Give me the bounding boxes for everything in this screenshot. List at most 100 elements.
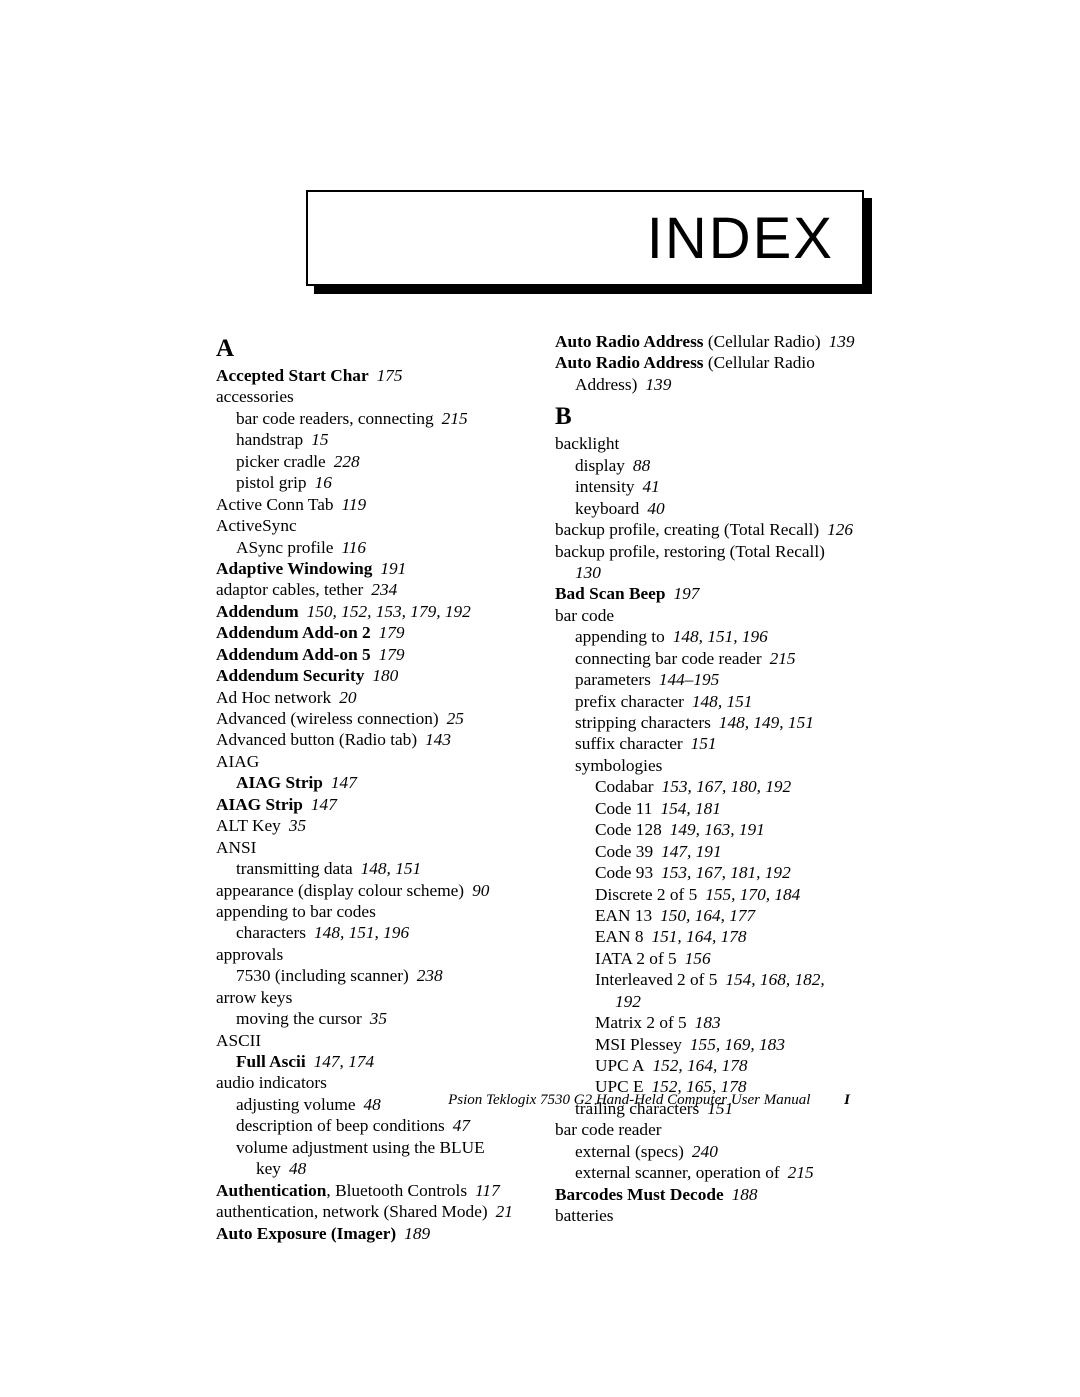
- index-term: Code 39: [595, 842, 653, 861]
- index-term: volume adjustment using the BLUE: [236, 1138, 485, 1157]
- index-term: Addendum Add-on 5: [216, 645, 371, 664]
- index-term: Authentication: [216, 1181, 326, 1200]
- index-entry: ActiveSync: [216, 515, 525, 536]
- index-entry: MSI Plessey155, 169, 183: [555, 1034, 864, 1055]
- index-entry: backup profile, creating (Total Recall) 1…: [555, 519, 864, 540]
- index-entry: adaptor cables, tether234: [216, 579, 525, 600]
- index-term: Matrix 2 of 5: [595, 1013, 687, 1032]
- index-pages: 180: [372, 666, 398, 685]
- index-entry: volume adjustment using the BLUE: [216, 1137, 525, 1158]
- index-term: backlight: [555, 434, 619, 453]
- index-pages: 215: [442, 409, 468, 428]
- index-entry: Advanced button (Radio tab)143: [216, 729, 525, 750]
- index-term: key: [256, 1159, 281, 1178]
- index-entry: Addendum Add-on 5179: [216, 644, 525, 665]
- index-pages: 148, 149, 151: [719, 713, 814, 732]
- index-term: ASync profile: [236, 538, 333, 557]
- index-pages: 116: [341, 538, 366, 557]
- index-pages: 147, 174: [314, 1052, 374, 1071]
- index-term: characters: [236, 923, 306, 942]
- index-pages: 139: [645, 375, 671, 394]
- index-pages: 191: [380, 559, 406, 578]
- index-pages: 148, 151: [361, 859, 421, 878]
- index-term: Code 93: [595, 863, 653, 882]
- index-term: display: [575, 456, 625, 475]
- index-term: adaptor cables, tether: [216, 580, 363, 599]
- index-pages: 40: [647, 499, 664, 518]
- index-term: Full Ascii: [236, 1052, 306, 1071]
- index-entry: approvals: [216, 944, 525, 965]
- index-term: Advanced (wireless connection): [216, 709, 439, 728]
- index-entry: characters 148, 151, 196: [216, 922, 525, 943]
- index-pages: 183: [695, 1013, 721, 1032]
- index-entry: Barcodes Must Decode188: [555, 1184, 864, 1205]
- index-term: stripping characters: [575, 713, 711, 732]
- index-entry: backlight: [555, 433, 864, 454]
- index-term: AIAG Strip: [216, 795, 303, 814]
- index-entry: EAN 8151, 164, 178: [555, 926, 864, 947]
- index-term: external scanner, operation of: [575, 1163, 780, 1182]
- index-pages: 119: [342, 495, 367, 514]
- index-pages: 192: [615, 992, 641, 1011]
- index-entry: Code 128149, 163, 191: [555, 819, 864, 840]
- index-pages: 139: [829, 332, 855, 351]
- index-entry: Advanced (wireless connection) 25: [216, 708, 525, 729]
- index-entry: description of beep conditions47: [216, 1115, 525, 1136]
- index-term: backup profile, creating (Total Recall): [555, 520, 819, 539]
- banner-box: INDEX: [306, 190, 864, 286]
- index-term: Advanced button (Radio tab): [216, 730, 417, 749]
- index-entry: ASync profile 116: [216, 537, 525, 558]
- index-entry: parameters144–195: [555, 669, 864, 690]
- index-term: Discrete 2 of 5: [595, 885, 697, 904]
- index-term: Auto Radio Address: [555, 332, 704, 351]
- section-letter-a: A: [216, 333, 525, 364]
- index-entry: moving the cursor35: [216, 1008, 525, 1029]
- index-pages: 90: [472, 881, 489, 900]
- index-term: external (specs): [575, 1142, 684, 1161]
- index-entry: Authentication, Bluetooth Controls117: [216, 1180, 525, 1201]
- index-pages: 215: [788, 1163, 814, 1182]
- index-entry: Code 39147, 191: [555, 841, 864, 862]
- index-term: Addendum Add-on 2: [216, 623, 371, 642]
- index-entry: Addendum Add-on 2179: [216, 622, 525, 643]
- index-entry: Ad Hoc network20: [216, 687, 525, 708]
- index-entry: intensity41: [555, 476, 864, 497]
- index-entry: key48: [216, 1158, 525, 1179]
- index-pages: 156: [685, 949, 711, 968]
- index-term: symbologies: [575, 756, 662, 775]
- index-entry: Interleaved 2 of 5154, 168, 182,: [555, 969, 864, 990]
- index-term: Active Conn Tab: [216, 495, 334, 514]
- index-term: suffix character: [575, 734, 683, 753]
- index-entry: appending to bar codes: [216, 901, 525, 922]
- index-pages: 153, 167, 181, 192: [661, 863, 791, 882]
- index-entry: bar code reader: [555, 1119, 864, 1140]
- index-term: picker cradle: [236, 452, 326, 471]
- index-pages: 175: [377, 366, 403, 385]
- index-entry: bar code: [555, 605, 864, 626]
- index-entry: suffix character151: [555, 733, 864, 754]
- index-entry: backup profile, restoring (Total Recall): [555, 541, 864, 562]
- index-entry: Auto Radio Address (Cellular Radio)139: [555, 331, 864, 352]
- index-term: keyboard: [575, 499, 639, 518]
- index-entry: pistol grip16: [216, 472, 525, 493]
- index-pages: 25: [447, 709, 464, 728]
- index-term: Address): [575, 375, 637, 394]
- index-term: bar code: [555, 606, 614, 625]
- index-pages: 16: [315, 473, 332, 492]
- index-entry: IATA 2 of 5156: [555, 948, 864, 969]
- index-pages: 47: [453, 1116, 470, 1135]
- index-entry: display88: [555, 455, 864, 476]
- index-pages: 21: [496, 1202, 513, 1221]
- index-entry: Code 11154, 181: [555, 798, 864, 819]
- index-pages: 148, 151, 196: [314, 923, 409, 942]
- index-entry: external (specs)240: [555, 1141, 864, 1162]
- index-pages: 126: [827, 520, 853, 539]
- index-term: 7530 (including scanner): [236, 966, 409, 985]
- index-entry: Addendum150, 152, 153, 179, 192: [216, 601, 525, 622]
- index-entry: appending to148, 151, 196: [555, 626, 864, 647]
- index-entry: prefix character148, 151: [555, 691, 864, 712]
- index-pages: 155, 169, 183: [690, 1035, 785, 1054]
- index-entry: external scanner, operation of 215: [555, 1162, 864, 1183]
- index-term: moving the cursor: [236, 1009, 362, 1028]
- index-term: batteries: [555, 1206, 614, 1225]
